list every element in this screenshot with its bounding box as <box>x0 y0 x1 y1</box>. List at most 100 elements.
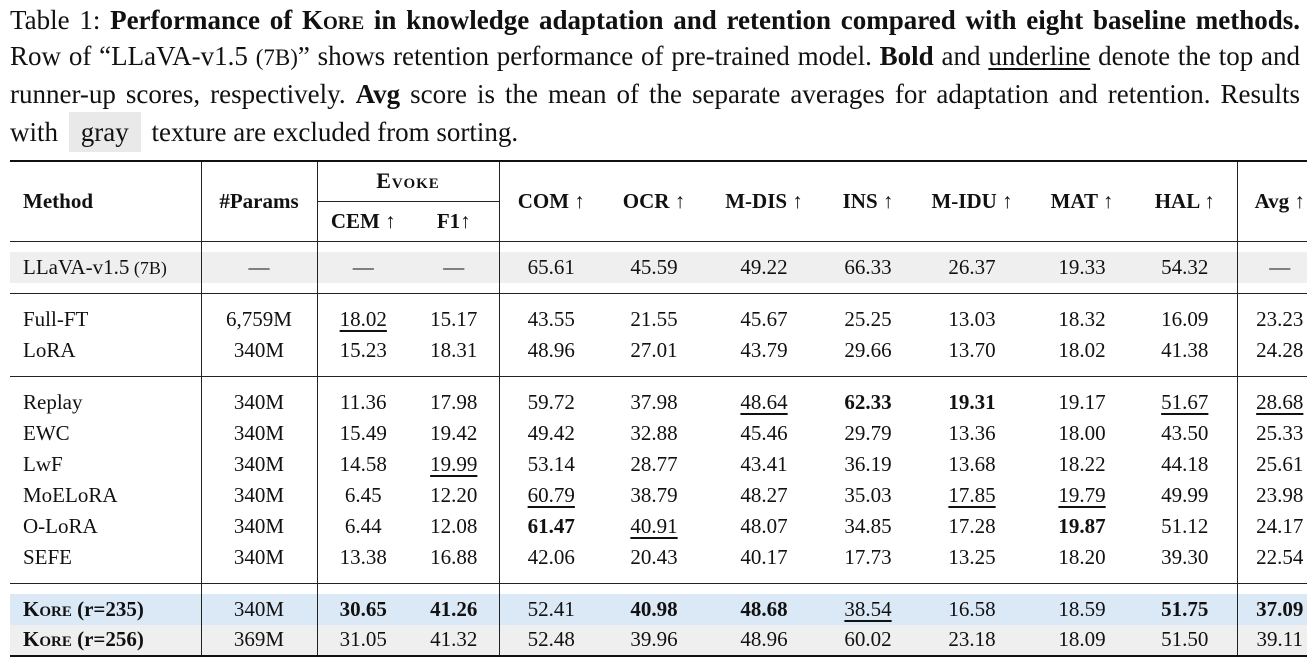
value-text: 54.32 <box>1161 254 1209 279</box>
value-cell: 12.20 <box>409 479 500 511</box>
value-cell: 51.67 <box>1133 386 1238 418</box>
value-cell: 48.64 <box>705 387 823 418</box>
value-text: 43.79 <box>740 337 788 362</box>
value-cell: 16.58 <box>913 593 1032 625</box>
method-name: Full-FT <box>23 306 89 331</box>
value-text: 13.25 <box>948 544 996 569</box>
continual-baseline-row: LwF 340M 14.58 19.99 53.14 28.77 43.41 36.19 13.… <box>10 448 1307 480</box>
value-text: 18.22 <box>1058 451 1106 476</box>
caption-title-part2: in knowledge adaptation and retention co… <box>364 5 1300 35</box>
value-text: 340M <box>233 482 285 507</box>
value-cell: 19.42 <box>409 417 500 449</box>
value-text: 48.07 <box>740 513 788 538</box>
value-text: 19.42 <box>430 420 478 445</box>
value-cell: 18.09 <box>1031 624 1134 657</box>
continual-baseline-row: MoELoRA 340M 6.45 12.20 60.79 38.79 48.27 35.03… <box>10 479 1307 511</box>
method-name: LLaVA-v1.5 (7B) <box>23 255 167 279</box>
value-cell: 13.25 <box>913 542 1031 573</box>
value-cell: 18.31 <box>409 334 500 366</box>
value-cell: 6.44 <box>317 511 409 542</box>
value-cell: 51.75 <box>1133 593 1238 625</box>
value-cell: 40.17 <box>705 542 823 573</box>
value-text: 18.59 <box>1058 596 1106 621</box>
value-cell: 51.50 <box>1133 624 1238 657</box>
value-cell: 18.00 <box>1031 418 1133 449</box>
value-text: 15.49 <box>339 420 387 445</box>
header-row-1: Method #Params Evoke COM ↑ OCR ↑ M-DIS ↑… <box>10 160 1307 241</box>
caption-text3: and <box>933 41 989 71</box>
value-text: 29.66 <box>844 337 892 362</box>
value-cell: 43.55 <box>499 304 603 335</box>
value-text: 26.37 <box>948 254 996 279</box>
value-cell: 38.54 <box>823 593 914 625</box>
value-cell: 340M <box>201 510 318 542</box>
value-cell: 17.28 <box>913 511 1031 542</box>
header-params: #Params <box>201 160 318 241</box>
value-text: 39.11 <box>1256 627 1303 651</box>
value-cell: 30.65 <box>317 593 409 625</box>
value-text: 6,759M <box>226 306 292 331</box>
value-text: 36.19 <box>844 451 892 476</box>
value-cell: 15.23 <box>317 335 409 366</box>
value-cell: 59.72 <box>499 387 603 418</box>
value-text: 340M <box>233 451 285 476</box>
value-text: 51.50 <box>1161 627 1209 651</box>
value-cell: 18.59 <box>1031 593 1134 625</box>
value-text: 18.02 <box>1058 337 1106 362</box>
continual-baseline-row: Replay 340M 11.36 17.98 59.72 37.98 48.64 62.33… <box>10 386 1307 418</box>
value-text: 340M <box>233 544 285 569</box>
header-ocr: OCR ↑ <box>603 160 706 241</box>
value-text: 35.03 <box>844 482 892 507</box>
value-text: 23.23 <box>1256 306 1304 331</box>
value-text: 39.30 <box>1161 544 1209 569</box>
method-name: LoRA <box>23 337 76 362</box>
value-text: 40.98 <box>630 596 678 621</box>
spacer-row <box>10 582 1307 594</box>
pretrained-row: LLaVA-v1.5 (7B) — — — 65.61 45.59 49.22 66.33 26… <box>10 251 1307 283</box>
value-cell: 19.17 <box>1031 387 1133 418</box>
value-cell: 13.38 <box>317 542 409 573</box>
method-name-kore: Kore <box>23 627 72 651</box>
value-cell: 65.61 <box>499 251 604 283</box>
header-row-2: CEM ↑ F1↑ <box>10 201 1307 241</box>
value-cell: 62.33 <box>823 387 913 418</box>
value-text: 38.54 <box>844 596 892 621</box>
value-cell: 12.08 <box>409 510 500 542</box>
header-com: COM ↑ <box>499 160 604 241</box>
spacer-row <box>10 292 1307 304</box>
value-text: 18.31 <box>430 337 478 362</box>
value-cell: 369M <box>201 624 318 657</box>
value-cell: 37.98 <box>603 387 705 418</box>
value-text: 11.36 <box>340 389 387 414</box>
header-hal: HAL ↑ <box>1133 160 1238 241</box>
caption-text1: Row of “LLaVA-v1.5 <box>10 41 256 71</box>
value-text: 38.79 <box>630 482 678 507</box>
value-text: 19.99 <box>430 451 478 476</box>
value-cell: 340M <box>201 593 318 625</box>
value-text: 18.32 <box>1058 306 1106 331</box>
value-cell: 66.33 <box>823 251 914 283</box>
value-cell: 28.68 <box>1237 387 1307 418</box>
method-cell: Full-FT <box>10 303 202 335</box>
value-cell: 31.05 <box>317 624 409 657</box>
value-text: 29.79 <box>844 420 892 445</box>
value-cell: 13.36 <box>913 418 1031 449</box>
value-text: 21.55 <box>630 306 678 331</box>
value-text: 45.46 <box>740 420 788 445</box>
caption-text6: texture are excluded from sorting. <box>144 117 519 147</box>
continual-baseline-row: O-LoRA 340M 6.44 12.08 61.47 40.91 48.07 34.85 1… <box>10 510 1307 542</box>
table-body: LLaVA-v1.5 (7B) — — — 65.61 45.59 49.22 66.33 26… <box>10 240 1307 657</box>
method-name: EWC <box>23 420 70 445</box>
value-cell: 21.55 <box>603 304 705 335</box>
value-text: 41.26 <box>430 596 478 621</box>
continual-baseline-row: SEFE 340M 13.38 16.88 42.06 20.43 40.17 17.73 13… <box>10 541 1307 573</box>
caption-label: Table 1: <box>10 5 101 35</box>
method-cell: EWC <box>10 417 202 449</box>
value-cell: 18.02 <box>1031 335 1133 366</box>
value-text: 43.41 <box>740 451 788 476</box>
spacer-row <box>10 282 1307 293</box>
value-text: 48.96 <box>740 627 788 651</box>
caption-text2: ” shows retention performance of pre-tra… <box>297 41 880 71</box>
value-cell: 48.68 <box>705 593 824 625</box>
value-cell: 15.17 <box>409 303 500 335</box>
